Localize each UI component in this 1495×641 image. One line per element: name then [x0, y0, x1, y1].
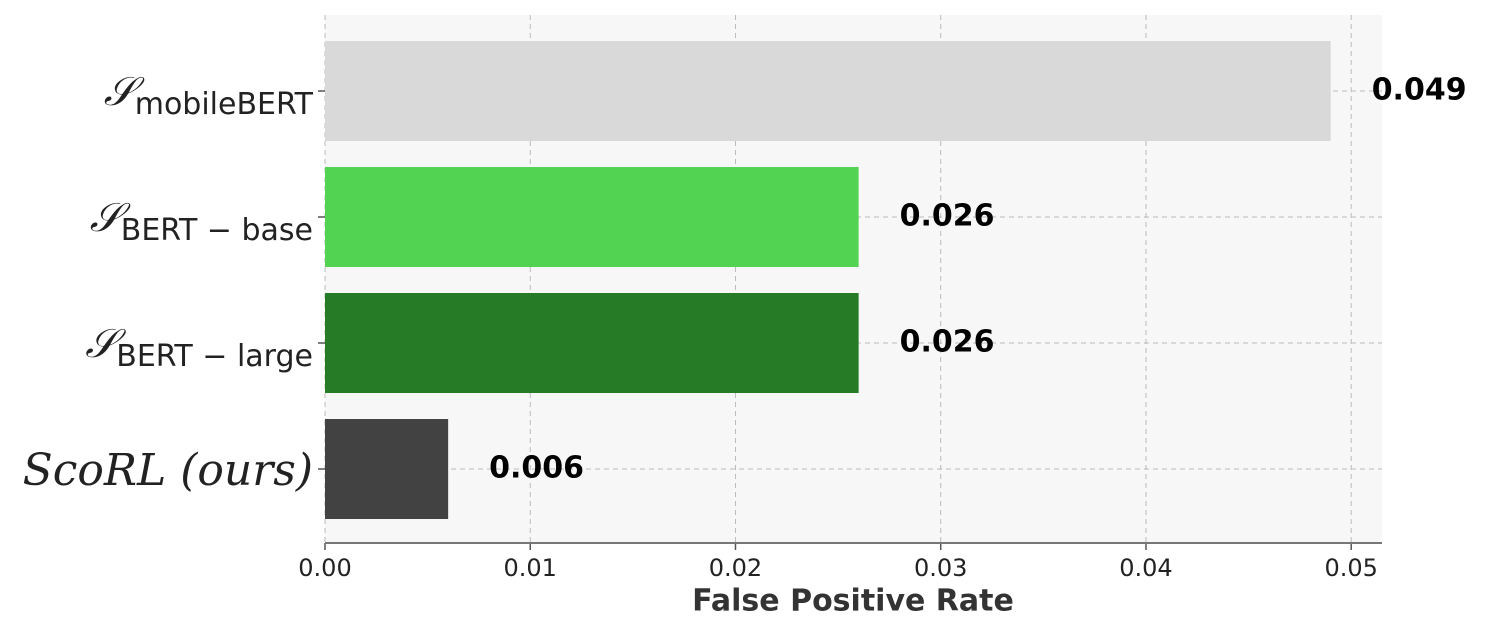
- x-tick-label: 0.05: [1324, 554, 1377, 582]
- y-tick-label: ScoRL (ours): [23, 445, 313, 496]
- y-tick-label: 𝒮mobileBERT: [104, 69, 314, 122]
- value-label: 0.026: [900, 199, 995, 234]
- bar: [325, 167, 859, 267]
- value-label: 0.049: [1372, 73, 1467, 108]
- x-tick-label: 0.01: [504, 554, 557, 582]
- category-symbol: ScoRL (ours): [23, 445, 313, 496]
- bar: [325, 41, 1331, 141]
- x-tick-label: 0.02: [709, 554, 762, 582]
- category-subscript: BERT − large: [116, 339, 313, 374]
- x-tick-label: 0.00: [298, 554, 351, 582]
- category-subscript: BERT − base: [121, 213, 313, 248]
- bar: [325, 419, 449, 519]
- value-label: 0.006: [489, 451, 584, 486]
- y-tick-label: 𝒮BERT − base: [90, 195, 313, 248]
- x-tick-label: 0.04: [1119, 554, 1172, 582]
- y-tick-label: 𝒮BERT − large: [85, 321, 313, 374]
- x-axis-label: False Positive Rate: [692, 584, 1014, 619]
- category-subscript: mobileBERT: [135, 87, 314, 122]
- bar: [325, 293, 859, 393]
- x-tick-label: 0.03: [914, 554, 967, 582]
- value-label: 0.026: [900, 325, 995, 360]
